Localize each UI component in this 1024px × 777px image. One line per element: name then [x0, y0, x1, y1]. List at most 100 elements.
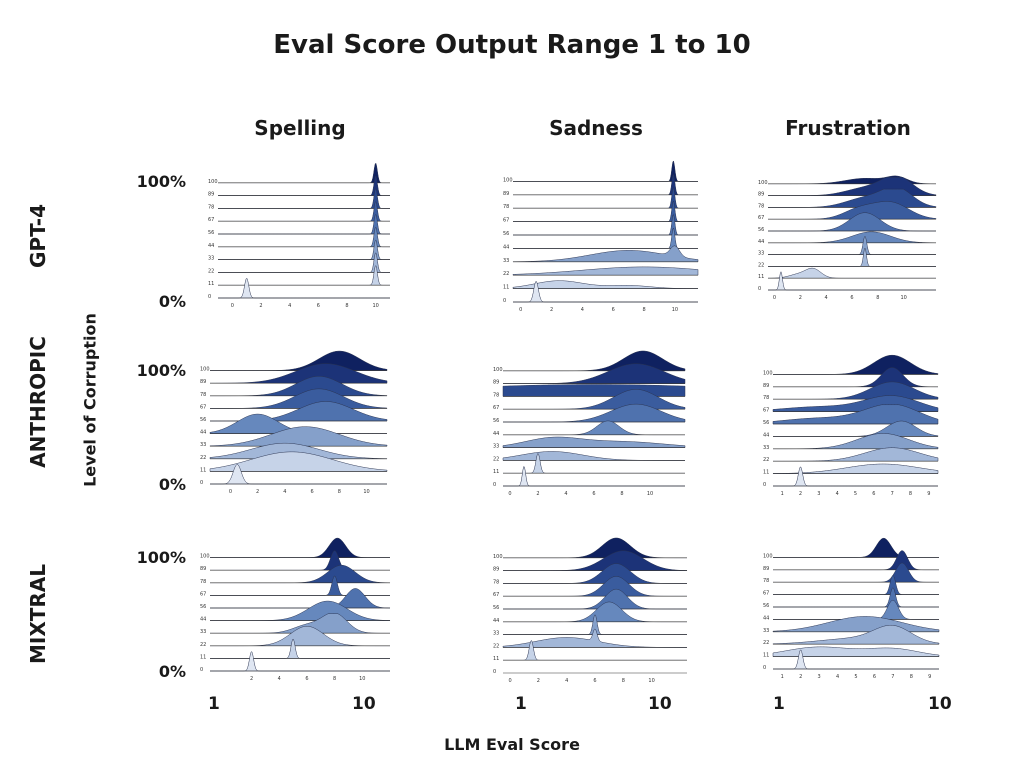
level-label: 56: [208, 230, 214, 236]
bottom-tick-min-spelling: 1: [208, 694, 220, 714]
x-tick-label: 6: [593, 678, 596, 684]
level-label: 89: [493, 567, 499, 573]
ridge-56: 56: [208, 213, 390, 236]
level-label: 78: [763, 578, 769, 584]
density-curve: [773, 537, 939, 558]
density-curve: [773, 562, 939, 583]
ridge-89: 89: [493, 363, 686, 386]
panel-gpt4-sadness: 100 89 78 67 56 44 33 22 11 0 0 2 4 6 8 10: [503, 160, 699, 313]
ridge-0: 0: [503, 281, 698, 304]
level-label: 89: [208, 192, 214, 198]
bottom-tick-max-spelling: 10: [352, 694, 376, 714]
x-ticks: 0 2 4 6 8 10: [773, 295, 907, 301]
level-label: 89: [200, 566, 206, 572]
level-label: 33: [200, 442, 206, 448]
x-tick-label: 6: [873, 674, 876, 680]
ridge-44: 44: [758, 231, 937, 245]
ridge-56: 56: [763, 587, 939, 609]
bottom-tick-min-frustration: 1: [773, 694, 785, 714]
ridge-33: 33: [493, 436, 686, 450]
level-label: 67: [763, 408, 769, 414]
density-curve: [218, 201, 390, 222]
ridge-0: 0: [763, 466, 938, 488]
ridge-89: 89: [493, 550, 688, 573]
panel-mixtral-sadness: 100 89 78 67 56 44 33 22 11 0 0 2 4 6 8 10: [493, 537, 688, 684]
x-tick-label: 3: [817, 491, 820, 497]
density-curve: [218, 188, 390, 209]
x-tick-label: 5: [854, 491, 857, 497]
level-label: 22: [758, 262, 764, 268]
x-tick-label: 8: [909, 491, 912, 497]
level-label: 44: [758, 239, 764, 245]
ridge-89: 89: [763, 550, 939, 572]
x-tick-label: 2: [259, 303, 262, 309]
x-tick-label: 1: [781, 674, 784, 680]
panel-anthropic-sadness: 100 89 78 67 56 44 33 22 11 0 0 2 4 6 8 10: [493, 350, 686, 497]
x-tick-label: 6: [317, 303, 320, 309]
ridge-0: 0: [493, 669, 687, 675]
x-tick-label: 2: [550, 307, 553, 313]
ridge-0: 0: [200, 651, 390, 673]
density-curve: [503, 537, 687, 559]
x-tick-label: 6: [305, 676, 308, 682]
level-label: 0: [758, 286, 761, 292]
level-label: 67: [503, 218, 509, 224]
ridge-100: 100: [208, 162, 390, 185]
x-ticks: 1 2 3 4 5 6 7 8 9: [781, 491, 931, 497]
density-curve: [773, 587, 939, 608]
ridge-11: 11: [200, 638, 390, 660]
x-ticks: 0 2 4 6 8 10: [229, 489, 370, 495]
density-curve: [210, 651, 390, 672]
pct-bottom-anthropic: 0%: [158, 475, 186, 494]
x-tick-label: 4: [564, 491, 567, 497]
density-curve: [767, 267, 936, 279]
x-tick-label: 2: [256, 489, 259, 495]
density-curve: [503, 350, 686, 372]
ridge-22: 22: [493, 628, 688, 649]
x-tick-label: 7: [891, 491, 894, 497]
x-tick-label: 0: [231, 303, 234, 309]
x-tick-label: 10: [359, 676, 365, 682]
level-label: 100: [763, 553, 773, 559]
bottom-tick-max-sadness: 10: [648, 694, 672, 714]
level-label: 0: [200, 667, 203, 673]
x-tick-label: 9: [928, 674, 931, 680]
ridge-67: 67: [763, 575, 939, 597]
panel-gpt4-spelling: 100 89 78 67 56 44 33 22 11 0 0 2 4 6 8 10: [208, 162, 390, 309]
level-label: 22: [200, 642, 206, 648]
x-tick-label: 4: [283, 489, 286, 495]
level-label: 22: [200, 455, 206, 461]
ridge-33: 33: [758, 235, 936, 257]
density-curve: [218, 162, 390, 184]
ridge-11: 11: [493, 453, 685, 475]
x-tick-label: 10: [901, 295, 907, 301]
x-tick-label: 2: [537, 678, 540, 684]
ridge-100: 100: [200, 537, 390, 560]
bottom-tick-min-sadness: 1: [515, 694, 527, 714]
ridge-56: 56: [493, 588, 687, 611]
level-label: 100: [208, 179, 218, 185]
level-label: 22: [503, 271, 509, 277]
x-tick-label: 4: [836, 674, 839, 680]
ridge-56: 56: [493, 403, 686, 424]
level-label: 67: [763, 591, 769, 597]
level-label: 56: [493, 418, 499, 424]
level-label: 33: [208, 256, 214, 262]
x-tick-label: 8: [876, 295, 879, 301]
ridge-0: 0: [208, 277, 390, 300]
level-label: 56: [200, 417, 206, 423]
ridge-22: 22: [763, 447, 939, 463]
x-tick-label: 9: [927, 491, 930, 497]
x-tick-label: 8: [620, 491, 623, 497]
x-tick-label: 8: [338, 489, 341, 495]
level-label: 78: [503, 204, 509, 210]
x-ticks: 0 2 4 6 8 10: [508, 491, 653, 497]
ridge-56: 56: [758, 212, 936, 233]
level-label: 0: [208, 294, 211, 300]
ridge-11: 11: [763, 646, 940, 659]
level-label: 0: [503, 298, 506, 304]
level-label: 100: [493, 367, 503, 373]
column-header-spelling: Spelling: [254, 116, 346, 140]
x-tick-label: 4: [825, 295, 828, 301]
